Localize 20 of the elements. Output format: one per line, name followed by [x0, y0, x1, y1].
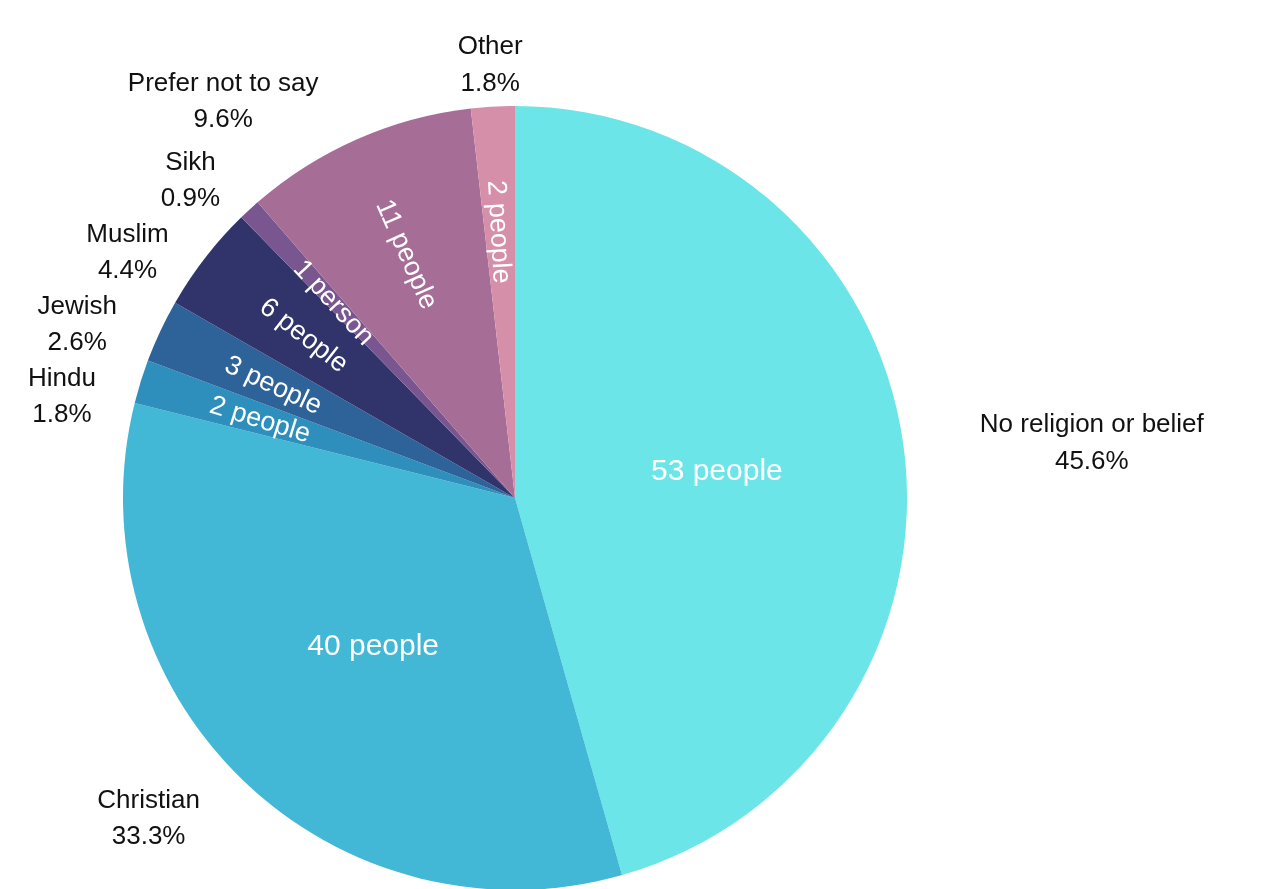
text: 2 people — [482, 179, 518, 285]
data-label: 2.6% — [47, 326, 107, 357]
slice-label: Prefer not to say — [127, 66, 319, 97]
data-label: 4.4% — [97, 254, 158, 285]
data-label: 45.6% — [1054, 444, 1129, 475]
text: 53 people — [651, 453, 783, 487]
slice-label: Muslim — [86, 217, 169, 248]
data-label: 1.8% — [460, 66, 520, 97]
slice-label: No religion or belief — [979, 408, 1205, 439]
slice-label: Sikh — [165, 145, 216, 176]
data-label: 0.9% — [160, 182, 221, 213]
pie-slice — [515, 106, 907, 876]
text: 40 people — [307, 627, 440, 661]
slice-label: Other — [457, 30, 524, 61]
slice-label: Hindu — [28, 361, 96, 392]
data-label: 9.6% — [193, 103, 253, 134]
slice-label: Jewish — [37, 289, 117, 320]
slice-label: Christian — [97, 784, 200, 815]
data-label: 1.8% — [32, 398, 92, 429]
data-label: 33.3% — [111, 820, 186, 851]
